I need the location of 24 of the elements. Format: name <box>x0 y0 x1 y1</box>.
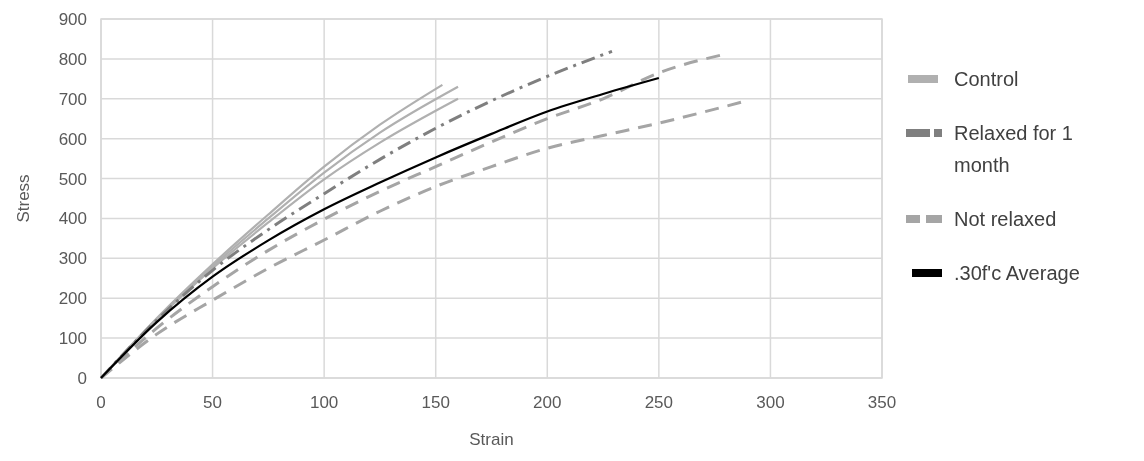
x-tick-label: 0 <box>96 393 106 412</box>
y-tick-label: 900 <box>58 9 87 29</box>
x-axis-title: Strain <box>469 430 514 449</box>
legend-label: .30f'c Average <box>954 262 1080 284</box>
x-tick-label: 50 <box>203 393 223 412</box>
x-tick-label: 300 <box>756 393 785 412</box>
y-axis-title: Stress <box>14 174 33 223</box>
x-tick-label: 200 <box>533 393 562 412</box>
y-tick-label: 0 <box>77 368 87 388</box>
x-tick-label: 250 <box>644 393 674 412</box>
x-tick-label: 100 <box>309 393 339 412</box>
legend-label: Relaxed for 1 month <box>954 122 1073 176</box>
y-tick-label: 300 <box>58 249 87 269</box>
y-tick-label: 100 <box>58 329 87 349</box>
y-tick-label: 500 <box>58 169 87 189</box>
x-tick-label: 350 <box>867 393 897 412</box>
x-tick-label: 150 <box>421 393 450 412</box>
legend-label: Control <box>954 68 1019 90</box>
y-tick-label: 800 <box>58 49 87 69</box>
y-tick-label: 400 <box>58 209 87 229</box>
y-tick-label: 600 <box>58 129 87 149</box>
legend-label: Not relaxed <box>954 208 1057 230</box>
y-tick-label: 700 <box>58 89 87 109</box>
y-tick-label: 200 <box>58 289 87 309</box>
